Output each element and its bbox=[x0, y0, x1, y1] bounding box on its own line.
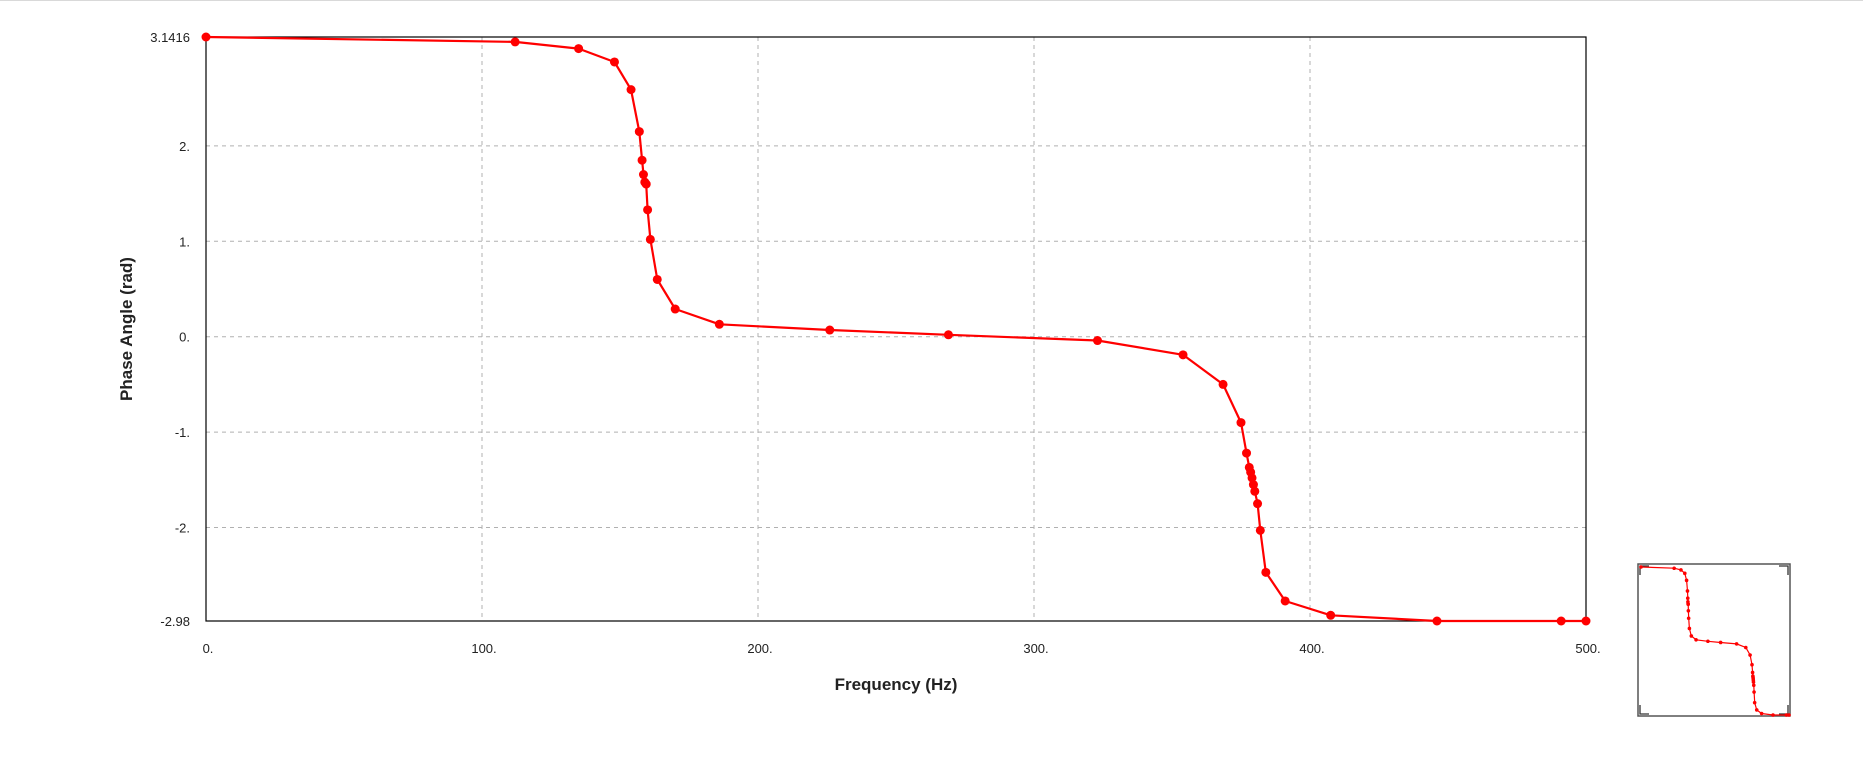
data-point bbox=[1092, 336, 1102, 346]
data-point bbox=[1247, 473, 1257, 483]
thumbnail-point bbox=[1751, 683, 1756, 688]
y-axis-title: Phase Angle (rad) bbox=[117, 257, 136, 401]
overview-thumbnail[interactable] bbox=[1637, 563, 1793, 719]
data-point bbox=[201, 32, 211, 42]
data-point bbox=[1242, 448, 1252, 458]
y-tick-label: 3.1416 bbox=[150, 30, 190, 45]
x-tick-label: 400. bbox=[1299, 641, 1324, 656]
x-tick-labels: 0. 100. 200. 300. 400. 500. bbox=[203, 641, 1601, 656]
data-point bbox=[638, 170, 648, 180]
data-point bbox=[1178, 350, 1188, 360]
data-point bbox=[943, 330, 953, 340]
thumbnail-point bbox=[1718, 640, 1723, 645]
data-point bbox=[1248, 480, 1258, 490]
data-point bbox=[1218, 379, 1228, 389]
thumbnail-point bbox=[1685, 589, 1690, 593]
thumbnail-point bbox=[1706, 639, 1710, 644]
data-point bbox=[1261, 567, 1271, 577]
data-point bbox=[825, 325, 835, 335]
x-tick-label: 0. bbox=[203, 641, 214, 656]
thumbnail-point bbox=[1748, 653, 1752, 657]
data-point bbox=[652, 274, 662, 284]
thumbnail-point bbox=[1754, 708, 1759, 712]
series-line bbox=[205, 35, 1586, 623]
data-point bbox=[510, 37, 520, 47]
y-tick-label: 2. bbox=[179, 139, 190, 154]
data-point bbox=[1326, 610, 1336, 620]
thumbnail-point bbox=[1694, 638, 1698, 642]
thumbnail-point bbox=[1759, 711, 1764, 716]
data-point bbox=[643, 205, 653, 215]
top-border bbox=[0, 0, 1863, 1]
y-tick-label: 0. bbox=[179, 330, 190, 345]
data-point bbox=[641, 179, 651, 189]
thumbnail-frame bbox=[1637, 563, 1791, 717]
thumbnail-point bbox=[1752, 700, 1757, 705]
y-tick-label: -2. bbox=[175, 521, 190, 536]
grid-lines bbox=[206, 37, 1586, 621]
x-tick-label: 300. bbox=[1023, 641, 1048, 656]
data-point bbox=[609, 57, 619, 67]
thumbnail-point bbox=[1750, 670, 1755, 675]
data-point bbox=[1432, 616, 1442, 626]
thumbnail-point bbox=[1686, 616, 1691, 621]
x-tick-label: 100. bbox=[471, 641, 496, 656]
data-point bbox=[645, 234, 655, 244]
thumbnail-point bbox=[1687, 626, 1692, 631]
thumbnail-point bbox=[1750, 662, 1754, 667]
data-point bbox=[626, 85, 636, 95]
thumbnail-point bbox=[1684, 578, 1689, 583]
y-tick-label: 1. bbox=[179, 234, 190, 249]
thumbnail-point bbox=[1679, 568, 1683, 572]
data-point bbox=[1250, 486, 1260, 496]
thumbnail-point bbox=[1752, 690, 1756, 694]
data-point bbox=[637, 155, 647, 165]
thumbnail-point bbox=[1751, 680, 1756, 684]
thumbnail-point bbox=[1784, 713, 1789, 717]
thumbnail-point bbox=[1683, 571, 1687, 576]
data-point bbox=[714, 319, 724, 329]
thumbnail-point bbox=[1672, 566, 1676, 571]
data-point bbox=[634, 127, 644, 137]
x-tick-label: 500. bbox=[1575, 641, 1600, 656]
corner-handle-top-right-icon[interactable] bbox=[1779, 565, 1789, 575]
y-tick-label: -1. bbox=[175, 425, 190, 440]
corner-handle-bottom-left-icon[interactable] bbox=[1639, 705, 1649, 715]
x-axis-title: Frequency (Hz) bbox=[835, 675, 958, 694]
thumbnail-point bbox=[1734, 642, 1739, 646]
y-tick-labels: 3.1416 2. 1. 0. -1. -2. -2.98 bbox=[150, 30, 190, 629]
thumbnail-point bbox=[1689, 634, 1694, 638]
data-point bbox=[1280, 596, 1290, 606]
data-point bbox=[1255, 525, 1265, 535]
data-point bbox=[1253, 499, 1263, 509]
data-point bbox=[1236, 418, 1246, 428]
series-phase bbox=[201, 32, 1591, 626]
thumbnail-series bbox=[1639, 565, 1791, 717]
data-point bbox=[574, 44, 584, 54]
data-point bbox=[670, 304, 680, 314]
thumbnail-point bbox=[1639, 565, 1643, 569]
thumbnail-point bbox=[1685, 596, 1690, 601]
x-tick-label: 200. bbox=[747, 641, 772, 656]
thumbnail-point bbox=[1743, 645, 1748, 650]
thumbnail-point bbox=[1686, 608, 1691, 613]
plot-area bbox=[205, 36, 1587, 622]
data-point bbox=[1581, 616, 1591, 626]
thumbnail-point bbox=[1787, 713, 1791, 717]
data-point bbox=[1556, 616, 1566, 626]
thumbnail-point bbox=[1771, 713, 1775, 717]
thumbnail-point bbox=[1686, 602, 1691, 607]
y-tick-label: -2.98 bbox=[160, 614, 190, 629]
